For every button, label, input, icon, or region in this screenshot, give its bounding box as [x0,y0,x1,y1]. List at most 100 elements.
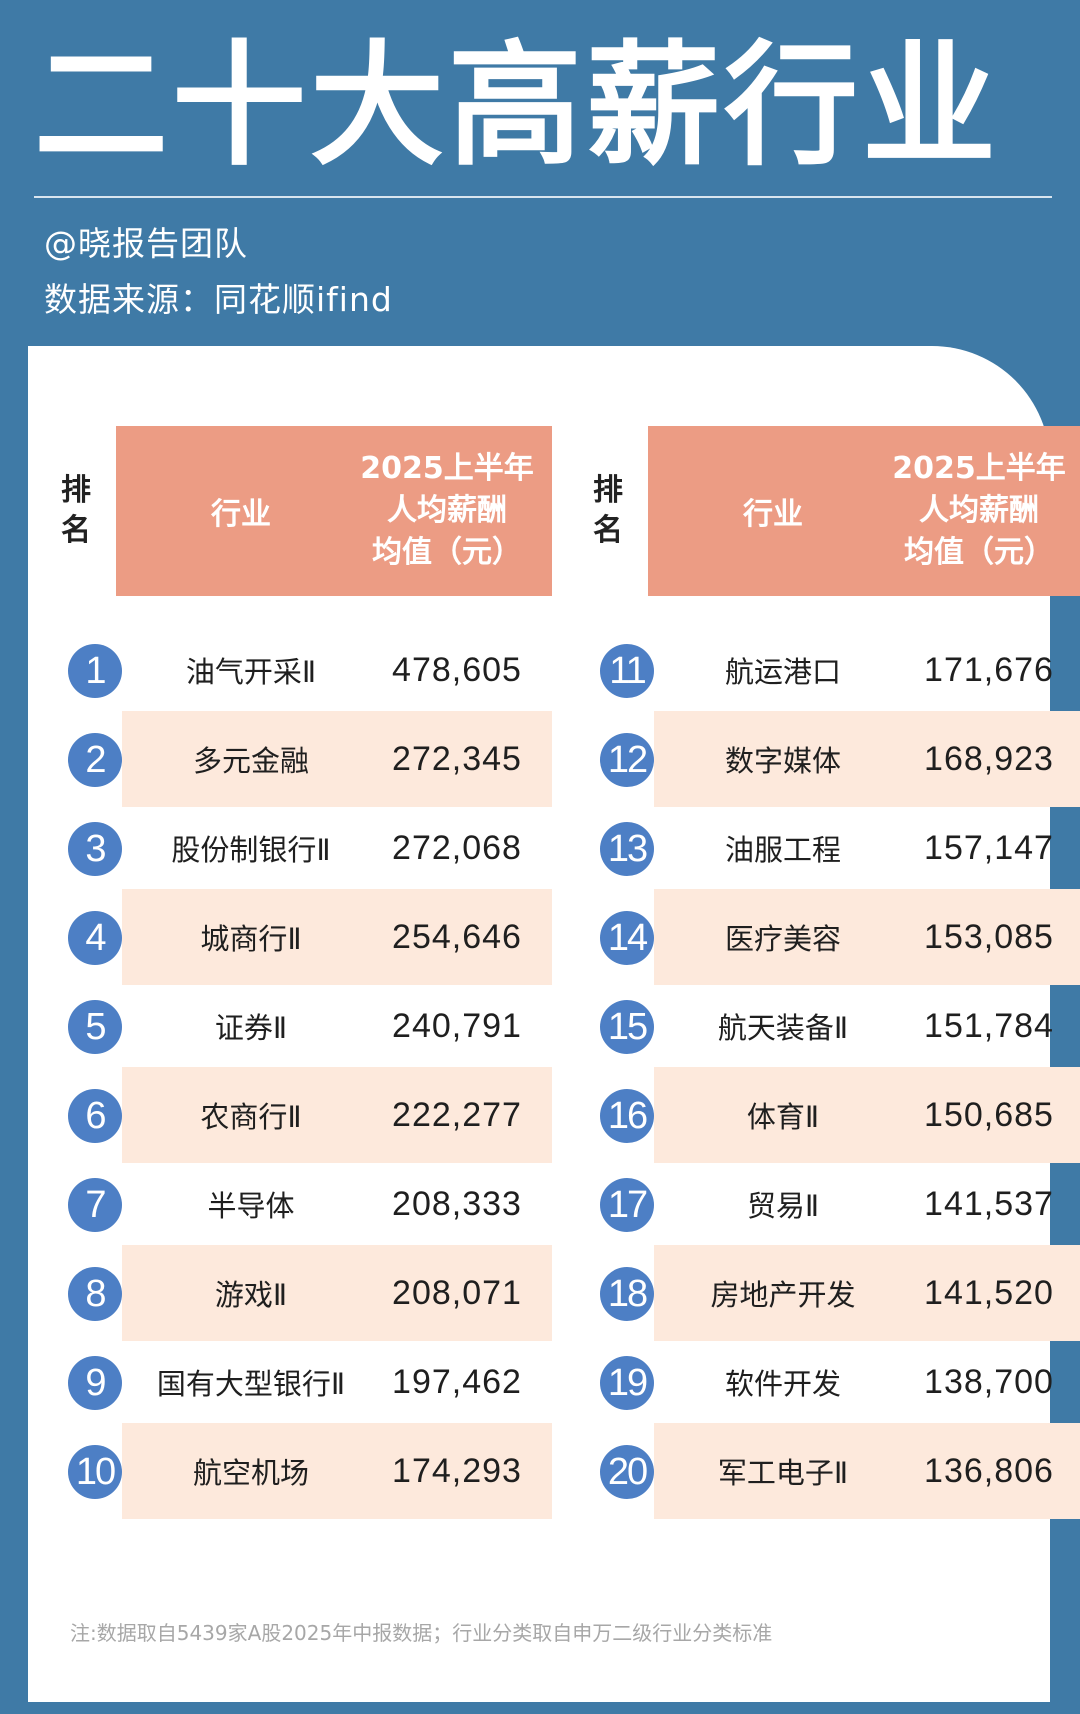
table-row: 12 数字媒体 168,923 [578,711,1080,807]
industry-name: 贸易Ⅱ [746,1189,820,1223]
rank-header-char: 排 [593,473,623,508]
row-stripe [654,711,1080,807]
salary-value: 208,071 [392,1273,522,1312]
salary-value: 138,700 [924,1362,1054,1401]
salary-value: 141,537 [924,1184,1054,1223]
rank-badge: 10 [68,1445,122,1499]
footnote: 注:数据取自5439家A股2025年中报数据；行业分类取自申万二级行业分类标准 [70,1621,773,1645]
salary-value: 168,923 [924,739,1054,778]
table-row: 17 贸易Ⅱ 141,537 [578,1156,1080,1252]
salary-value: 222,277 [392,1095,522,1134]
data-source: 数据来源：同花顺ifind [44,280,393,319]
salary-header-line: 人均薪酬 [919,493,1039,528]
rank-badge: 2 [68,733,122,787]
row-stripe [122,1245,552,1341]
industry-column-header: 行业 [211,497,271,532]
salary-header-line: 2025上半年 [892,451,1066,486]
industry-name: 油服工程 [724,833,841,867]
row-stripe [122,1067,552,1163]
table-row: 19 软件开发 138,700 [578,1334,1080,1430]
rank-badge: 16 [600,1089,654,1143]
salary-value: 478,605 [392,650,522,689]
industry-name: 房地产开发 [710,1278,856,1312]
row-stripe [122,889,552,985]
salary-value: 151,784 [924,1006,1054,1045]
page-title: 二十大高薪行业 [34,28,1001,184]
salary-column-header: 2025上半年 人均薪酬 均值（元） [874,448,1080,574]
rank-badge: 20 [600,1445,654,1499]
rank-badge: 17 [600,1178,654,1232]
salary-value: 141,520 [924,1273,1054,1312]
table-header: 行业 2025上半年 人均薪酬 均值（元） [648,426,1080,596]
industry-name: 航天装备Ⅱ [717,1011,849,1045]
salary-value: 208,333 [392,1184,522,1223]
table-row: 4 城商行Ⅱ 254,646 [46,889,566,985]
salary-value: 272,345 [392,739,522,778]
rank-badge: 15 [600,1000,654,1054]
row-stripe [654,889,1080,985]
salary-value: 254,646 [392,917,522,956]
ranking-panel: 排名 行业 2025上半年 人均薪酬 均值（元） 1 油气开采Ⅱ 478,605 2 多… [28,346,1080,1702]
salary-header-line: 均值（元） [904,535,1054,570]
industry-name: 半导体 [207,1189,295,1223]
table-row: 1 油气开采Ⅱ 478,605 [46,622,566,718]
table-row: 9 国有大型银行Ⅱ 197,462 [46,1334,566,1430]
rank-header-char: 名 [61,513,91,548]
rank-badge: 3 [68,822,122,876]
row-stripe [122,711,552,807]
rank-badge: 14 [600,911,654,965]
salary-value: 174,293 [392,1451,522,1490]
row-stripe [654,1245,1080,1341]
rank-badge: 1 [68,644,122,698]
industry-name: 城商行Ⅱ [200,922,302,956]
table-row: 20 军工电子Ⅱ 136,806 [578,1423,1080,1519]
salary-value: 171,676 [924,650,1054,689]
table-row: 14 医疗美容 153,085 [578,889,1080,985]
industry-name: 油气开采Ⅱ [185,655,317,689]
industry-name: 股份制银行Ⅱ [171,833,331,867]
industry-name: 游戏Ⅱ [214,1278,288,1312]
salary-value: 136,806 [924,1451,1054,1490]
industry-name: 航空机场 [192,1456,309,1490]
table-row: 8 游戏Ⅱ 208,071 [46,1245,566,1341]
rank-column-header: 排名 [46,426,106,596]
rank-badge: 6 [68,1089,122,1143]
salary-value: 150,685 [924,1095,1054,1134]
industry-name: 软件开发 [724,1367,841,1401]
industry-name: 多元金融 [192,744,309,778]
rank-badge: 7 [68,1178,122,1232]
rank-column-header: 排名 [578,426,638,596]
salary-header-line: 均值（元） [372,535,522,570]
industry-name: 国有大型银行Ⅱ [156,1367,346,1401]
author-credit: @晓报告团队 [44,224,248,263]
table-row: 11 航运港口 171,676 [578,622,1080,718]
rank-badge: 12 [600,733,654,787]
rank-badge: 4 [68,911,122,965]
table-row: 7 半导体 208,333 [46,1156,566,1252]
table-row: 2 多元金融 272,345 [46,711,566,807]
rank-badge: 9 [68,1356,122,1410]
salary-value: 157,147 [924,828,1054,867]
table-row: 18 房地产开发 141,520 [578,1245,1080,1341]
table-header: 行业 2025上半年 人均薪酬 均值（元） [116,426,552,596]
row-stripe [654,1067,1080,1163]
title-divider [34,196,1052,198]
industry-column-header: 行业 [743,497,803,532]
salary-value: 197,462 [392,1362,522,1401]
salary-header-line: 人均薪酬 [387,493,507,528]
rank-header-char: 排 [61,473,91,508]
salary-value: 240,791 [392,1006,522,1045]
industry-name: 体育Ⅱ [746,1100,820,1134]
salary-value: 153,085 [924,917,1054,956]
industry-name: 医疗美容 [724,922,841,956]
rank-badge: 11 [600,644,654,698]
table-row: 13 油服工程 157,147 [578,800,1080,896]
salary-value: 272,068 [392,828,522,867]
table-row: 15 航天装备Ⅱ 151,784 [578,978,1080,1074]
industry-name: 农商行Ⅱ [200,1100,302,1134]
rank-badge: 19 [600,1356,654,1410]
rank-header-char: 名 [593,513,623,548]
industry-name: 数字媒体 [724,744,841,778]
industry-name: 航运港口 [724,655,841,689]
table-row: 3 股份制银行Ⅱ 272,068 [46,800,566,896]
